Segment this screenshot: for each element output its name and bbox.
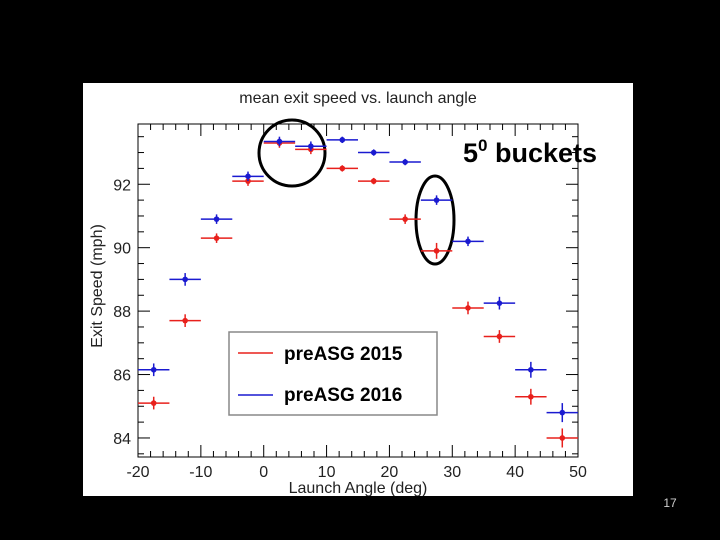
annotation-buckets: 50 buckets [463, 136, 597, 168]
data-point [546, 403, 578, 423]
data-marker [150, 400, 157, 406]
x-tick-label: 20 [381, 464, 399, 481]
data-marker [245, 173, 251, 180]
data-point [389, 158, 421, 166]
legend-label-2016: preASG 2016 [284, 385, 402, 406]
data-marker [433, 197, 440, 203]
data-point [452, 236, 484, 247]
highlight-circle-top [257, 118, 327, 188]
axis-tick-labels: -20 -10 0 10 20 30 40 50 84 86 88 90 92 [113, 177, 587, 481]
y-tick-label: 88 [113, 304, 131, 321]
legend-label-2015: preASG 2015 [284, 344, 403, 365]
data-marker [339, 137, 346, 143]
data-point [515, 361, 547, 378]
data-marker [402, 159, 408, 165]
data-point [483, 296, 516, 310]
data-marker [402, 216, 408, 222]
x-tick-label: -10 [189, 464, 212, 481]
y-tick-label: 84 [113, 431, 131, 448]
slide-number: 17 [663, 496, 677, 510]
chart: mean exit speed vs. launch angle -20 -10 0… [89, 90, 597, 496]
data-marker [213, 216, 220, 222]
data-point [138, 396, 170, 410]
data-point [452, 301, 484, 315]
x-tick-label: -20 [126, 464, 149, 481]
y-tick-label: 92 [113, 177, 131, 194]
data-point [546, 428, 578, 448]
data-point [200, 214, 233, 224]
data-point [263, 136, 296, 147]
data-marker [276, 138, 283, 145]
series-1 [138, 136, 578, 423]
data-marker [370, 149, 377, 156]
data-point [169, 273, 201, 286]
x-axis-label: Launch Angle (deg) [289, 480, 428, 496]
data-point [420, 242, 453, 259]
data-point [232, 171, 264, 182]
data-marker [308, 143, 314, 149]
annotation-superscript: 0 [478, 136, 487, 155]
data-marker [528, 366, 534, 373]
data-point [483, 330, 516, 343]
data-point [515, 388, 547, 405]
data-point [358, 149, 390, 156]
x-tick-label: 10 [318, 464, 336, 481]
annotation-base: 5 [463, 138, 478, 168]
data-marker [496, 300, 503, 306]
data-marker [528, 393, 534, 400]
data-marker [465, 238, 471, 245]
data-point [326, 136, 358, 144]
data-point [326, 165, 358, 172]
y-tick-label: 90 [113, 241, 131, 258]
data-marker [433, 248, 440, 254]
plot-frame [137, 123, 579, 458]
data-marker [559, 435, 566, 441]
x-tick-label: 50 [569, 464, 587, 481]
data-marker [182, 276, 188, 283]
data-point [169, 314, 201, 327]
data-point [138, 363, 170, 377]
chart-title: mean exit speed vs. launch angle [239, 90, 477, 107]
plot-panel: mean exit speed vs. launch angle -20 -10 0… [83, 83, 633, 496]
data-point [200, 233, 233, 243]
y-tick-label: 86 [113, 368, 131, 385]
x-tick-label: 0 [259, 464, 268, 481]
data-marker [182, 317, 188, 324]
x-tick-label: 30 [443, 464, 461, 481]
x-tick-label: 40 [506, 464, 524, 481]
axis-ticks [137, 124, 579, 457]
data-marker [496, 333, 503, 340]
legend: preASG 2015 preASG 2016 [228, 331, 438, 416]
data-point [358, 177, 390, 185]
data-point [389, 214, 421, 224]
data-marker [559, 409, 566, 416]
data-marker [370, 178, 377, 184]
data-marker [465, 305, 471, 311]
data-marker [213, 235, 220, 241]
y-axis-label: Exit Speed (mph) [89, 224, 106, 348]
legend-box [228, 331, 438, 416]
annotation-text: buckets [488, 138, 598, 168]
data-point [420, 195, 453, 205]
highlight-circle-right [414, 174, 456, 266]
data-marker [150, 366, 157, 373]
data-series [138, 136, 578, 448]
data-point [295, 141, 327, 151]
data-marker [339, 165, 346, 172]
